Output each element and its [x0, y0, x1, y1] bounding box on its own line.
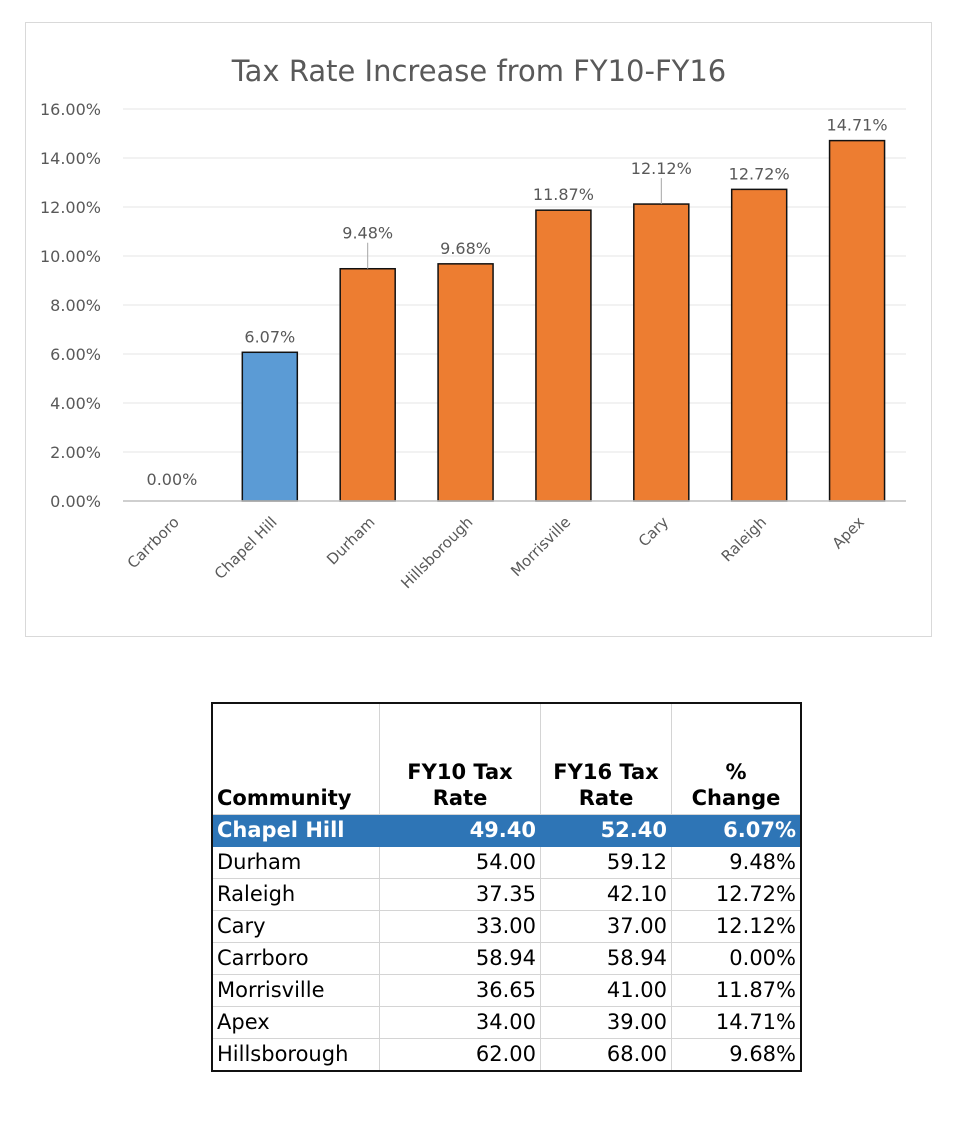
- table-cell: 33.00: [379, 910, 541, 943]
- table-cell: 34.00: [379, 1006, 541, 1039]
- x-tick-label: Morrisville: [507, 513, 574, 580]
- data-label: 9.68%: [440, 239, 491, 258]
- x-tick-label: Raleigh: [718, 513, 770, 565]
- community-cell: Durham: [211, 846, 380, 879]
- y-tick-label: 8.00%: [50, 296, 101, 315]
- column-header: FY10 Tax Rate: [379, 702, 541, 815]
- column-header: % Change: [671, 702, 802, 815]
- table-cell: 42.10: [540, 878, 672, 911]
- table-cell: 37.35: [379, 878, 541, 911]
- x-tick-label: Carrboro: [124, 513, 183, 572]
- y-tick-label: 14.00%: [40, 149, 101, 168]
- table-cell: 9.68%: [671, 1038, 802, 1072]
- data-label: 9.48%: [342, 224, 393, 243]
- data-label: 11.87%: [533, 185, 594, 204]
- data-label: 0.00%: [147, 470, 198, 489]
- x-tick-label: Apex: [829, 513, 868, 552]
- table-cell: 41.00: [540, 974, 672, 1007]
- table-cell: 0.00%: [671, 942, 802, 975]
- table-cell: 12.72%: [671, 878, 802, 911]
- community-cell: Hillsborough: [211, 1038, 380, 1072]
- x-tick-label: Durham: [323, 513, 378, 568]
- community-cell: Cary: [211, 910, 380, 943]
- bar-morrisville: [535, 209, 592, 502]
- y-tick-label: 0.00%: [50, 492, 101, 511]
- community-cell: Morrisville: [211, 974, 380, 1007]
- table-row: Hillsborough 62.00 68.00 9.68%: [211, 1038, 802, 1072]
- x-tick-label: Chapel Hill: [211, 513, 281, 583]
- table-cell: 9.48%: [671, 846, 802, 879]
- y-tick-label: 10.00%: [40, 247, 101, 266]
- bar-raleigh: [730, 188, 788, 502]
- community-cell: Chapel Hill: [211, 814, 380, 847]
- data-label: 6.07%: [244, 327, 295, 346]
- table-cell: 62.00: [379, 1038, 541, 1072]
- table-cell: 11.87%: [671, 974, 802, 1007]
- table-cell: 6.07%: [671, 814, 802, 847]
- table-cell: 58.94: [540, 942, 672, 975]
- table-cell: 58.94: [379, 942, 541, 975]
- y-tick-label: 6.00%: [50, 345, 101, 364]
- table-cell: 68.00: [540, 1038, 672, 1072]
- community-cell: Carrboro: [211, 942, 380, 975]
- data-label: 14.71%: [827, 116, 888, 135]
- table-cell: 49.40: [379, 814, 541, 847]
- table-cell: 14.71%: [671, 1006, 802, 1039]
- column-header: FY16 Tax Rate: [540, 702, 672, 815]
- table-cell: 37.00: [540, 910, 672, 943]
- x-tick-label: Hillsborough: [397, 513, 476, 592]
- y-tick-label: 2.00%: [50, 443, 101, 462]
- bar-apex: [828, 139, 886, 502]
- table-row: Carrboro 58.94 58.94 0.00%: [211, 942, 802, 975]
- data-label: 12.72%: [729, 164, 790, 183]
- community-cell: Raleigh: [211, 878, 380, 911]
- bar-chapel-hill: [241, 351, 299, 502]
- table-cell: 39.00: [540, 1006, 672, 1039]
- table-cell: 36.65: [379, 974, 541, 1007]
- chart-title: Tax Rate Increase from FY10-FY16: [231, 54, 727, 88]
- table-row: Durham 54.00 59.12 9.48%: [211, 846, 802, 879]
- tax-rate-table: Community FY10 Tax Rate FY16 Tax Rate% Change…: [211, 702, 802, 1072]
- bar-cary: [633, 203, 690, 502]
- table-cell: 54.00: [379, 846, 541, 879]
- y-tick-label: 12.00%: [40, 198, 101, 217]
- y-tick-label: 16.00%: [40, 100, 101, 119]
- bar-hillsborough: [437, 263, 494, 502]
- community-cell: Apex: [211, 1006, 380, 1039]
- bar-durham: [339, 267, 396, 502]
- y-tick-label: 4.00%: [50, 394, 101, 413]
- table-cell: 52.40: [540, 814, 672, 847]
- table-header-row: Community FY10 Tax Rate FY16 Tax Rate% Change: [211, 702, 802, 815]
- table-row: Cary 33.00 37.00 12.12%: [211, 910, 802, 943]
- column-header: Community: [211, 702, 380, 815]
- table-row: Raleigh 37.35 42.10 12.72%: [211, 878, 802, 911]
- table-row: Chapel Hill 49.40 52.40 6.07%: [211, 814, 802, 847]
- table-row: Morrisville 36.65 41.00 11.87%: [211, 974, 802, 1007]
- table-cell: 12.12%: [671, 910, 802, 943]
- table-row: Apex 34.00 39.00 14.71%: [211, 1006, 802, 1039]
- table-cell: 59.12: [540, 846, 672, 879]
- chart-svg: Tax Rate Increase from FY10-FY16 0.00% 2.…: [40, 54, 906, 592]
- data-label: 12.12%: [631, 159, 692, 178]
- bar-chart: Tax Rate Increase from FY10-FY16 0.00% 2.…: [25, 22, 932, 637]
- x-tick-label: Cary: [635, 513, 672, 550]
